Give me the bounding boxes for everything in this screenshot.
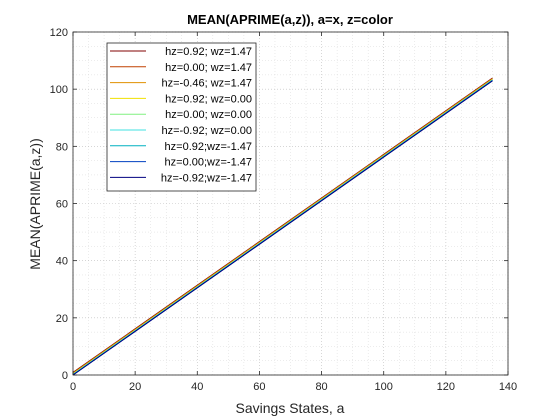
legend-label-8: hz=0.00;wz=-1.47 (165, 157, 252, 169)
legend: hz=0.92; wz=1.47 hz=0.00; wz=1.47 hz=-0.46… (106, 42, 257, 192)
x-tick-label: 120 (437, 381, 455, 393)
chart-title: MEAN(APRIME(a,z)), a=x, z=color (187, 12, 393, 27)
x-tick-label: 100 (375, 381, 393, 393)
x-axis-label: Savings States, a (236, 400, 345, 416)
x-tick-label: 140 (499, 381, 517, 393)
y-tick-label: 20 (56, 313, 68, 325)
x-tick-label: 0 (70, 381, 76, 393)
series-lines (72, 77, 493, 376)
x-tick-label: 40 (191, 381, 203, 393)
series-line-9 (72, 80, 493, 376)
x-tick-label: 60 (253, 381, 265, 393)
legend-label-1: hz=0.92; wz=1.47 (165, 46, 252, 58)
x-tick-label: 20 (129, 381, 141, 393)
legend-label-2: hz=0.00; wz=1.47 (165, 62, 252, 74)
legend-label-3: hz=-0.46; wz=1.47 (161, 78, 252, 90)
y-tick-label: 120 (50, 27, 68, 39)
y-axis-label: MEAN(APRIME(a,z)) (27, 138, 43, 269)
legend-label-6: hz=-0.92; wz=0.00 (161, 125, 252, 137)
x-tick-label: 80 (315, 381, 327, 393)
y-tick-label: 0 (62, 370, 68, 382)
legend-label-5: hz=0.00; wz=0.00 (165, 109, 252, 121)
y-tick-label: 60 (56, 199, 68, 211)
tick-labels: 0 20 40 60 80 100 120 140 0 20 40 60 80 100 120 (50, 27, 518, 393)
legend-label-7: hz=0.92;wz=-1.47 (165, 141, 252, 153)
legend-label-4: hz=0.92; wz=0.00 (165, 93, 252, 105)
y-tick-label: 100 (50, 84, 68, 96)
legend-items: hz=0.92; wz=1.47 hz=0.00; wz=1.47 hz=-0.46… (110, 46, 252, 184)
y-tick-label: 80 (56, 141, 68, 153)
legend-box (106, 42, 257, 192)
y-tick-label: 40 (56, 256, 68, 268)
axis-ticks (72, 31, 509, 376)
legend-label-9: hz=-0.92;wz=-1.47 (161, 172, 252, 184)
